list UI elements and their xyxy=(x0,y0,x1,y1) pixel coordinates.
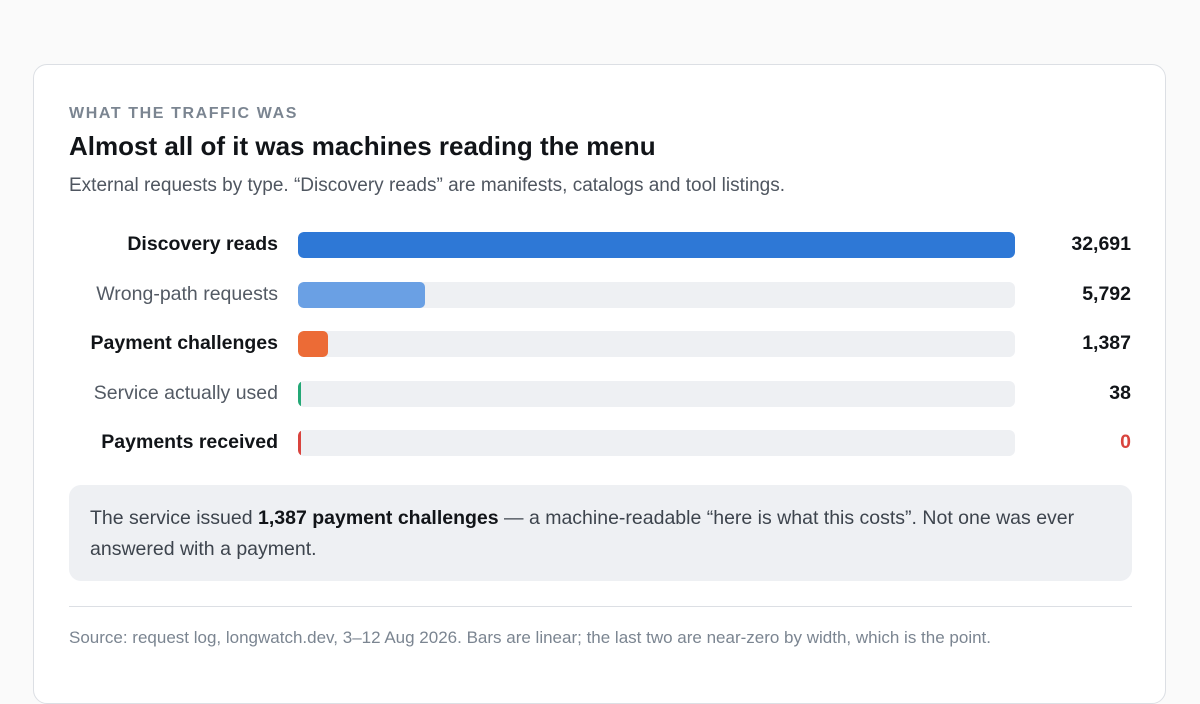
bar-value-label: 38 xyxy=(1109,381,1131,404)
chart-title: Almost all of it was machines reading th… xyxy=(69,131,656,161)
bar-label: Service actually used xyxy=(93,381,278,404)
callout-box: The service issued 1,387 payment challen… xyxy=(69,485,1132,581)
bar-row: Wrong-path requests 5,792 xyxy=(34,281,1167,308)
eyebrow-label: WHAT THE TRAFFIC WAS xyxy=(69,105,299,122)
bar xyxy=(298,380,301,407)
bar-track xyxy=(298,281,1015,308)
bar-row: Payments received 0 xyxy=(34,430,1167,456)
callout-text-bold: 1,387 payment challenges xyxy=(258,507,499,529)
chart-card: WHAT THE TRAFFIC WAS Almost all of it wa… xyxy=(33,64,1166,704)
bar-label: Payment challenges xyxy=(90,332,279,354)
bar-value-label: 5,792 xyxy=(1082,282,1131,305)
bar-track xyxy=(298,430,1015,456)
chart-subtitle: External requests by type. “Discovery re… xyxy=(69,175,785,196)
bar-label: Wrong-path requests xyxy=(96,282,278,305)
bar-label: Payments received xyxy=(101,431,278,453)
bar-value-label: 32,691 xyxy=(1071,233,1131,255)
bar-value-label: 0 xyxy=(1120,431,1131,453)
bar-track xyxy=(298,232,1015,258)
bar-value-label: 1,387 xyxy=(1082,332,1131,354)
bar-row: Service actually used 38 xyxy=(34,380,1167,407)
bar-track xyxy=(298,380,1015,407)
callout-text-before: The service issued xyxy=(90,507,258,529)
source-note: Source: request log, longwatch.dev, 3–12… xyxy=(69,628,991,647)
bar-row: Payment challenges 1,387 xyxy=(34,331,1167,357)
bar-row: Discovery reads 32,691 xyxy=(34,232,1167,258)
callout-text-after: — a machine-readable “here is what this … xyxy=(90,507,1075,560)
bar-track xyxy=(298,331,1015,357)
bar xyxy=(298,281,426,308)
bar-label: Discovery reads xyxy=(127,233,278,255)
bar xyxy=(298,430,301,456)
divider xyxy=(69,606,1132,607)
bar xyxy=(298,331,329,357)
bar xyxy=(298,232,1015,258)
